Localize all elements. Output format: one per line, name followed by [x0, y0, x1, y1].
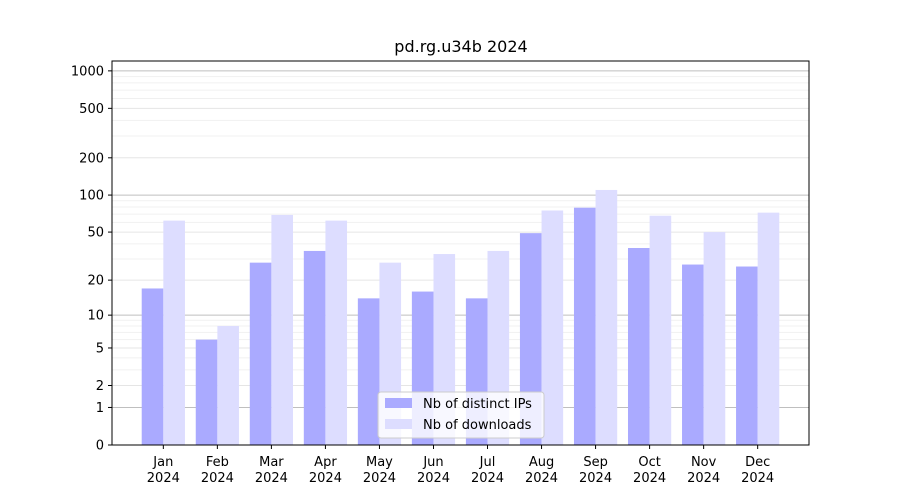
x-tick-label-month: Feb — [206, 455, 229, 470]
y-tick-label: 0 — [96, 439, 104, 454]
chart-title: pd.rg.u34b 2024 — [394, 37, 527, 56]
bar-distinct-ips — [303, 250, 326, 445]
y-tick-label: 1000 — [71, 64, 104, 79]
x-axis: Jan2024Feb2024Mar2024Apr2024May2024Jun20… — [147, 445, 774, 486]
bar-downloads — [217, 326, 239, 445]
y-tick-label: 1 — [96, 401, 104, 416]
bar-downloads — [703, 232, 726, 445]
y-tick-label: 50 — [87, 226, 104, 241]
x-tick-label-month: Dec — [745, 455, 770, 470]
x-tick-label-year: 2024 — [417, 471, 450, 486]
x-tick-label-year: 2024 — [579, 471, 612, 486]
y-tick-label: 100 — [79, 189, 104, 204]
bar-distinct-ips — [573, 207, 596, 445]
x-tick-label-year: 2024 — [741, 471, 774, 486]
x-tick-label-month: Mar — [259, 455, 284, 470]
legend: Nb of distinct IPs Nb of downloads — [377, 391, 545, 439]
bar-downloads — [325, 220, 348, 445]
x-tick-label-month: Oct — [638, 455, 660, 470]
bar-downloads — [163, 220, 185, 445]
bar-distinct-ips — [141, 288, 164, 445]
bar-downloads — [541, 210, 564, 445]
bar-distinct-ips — [249, 262, 272, 445]
bar-downloads — [649, 215, 672, 445]
y-tick-label: 200 — [79, 151, 104, 166]
x-tick-label-year: 2024 — [309, 471, 342, 486]
bar-distinct-ips — [736, 266, 758, 445]
plot-frame — [111, 60, 810, 446]
x-tick-label-year: 2024 — [147, 471, 180, 486]
x-tick-label-month: Jan — [152, 455, 173, 470]
x-tick-label-year: 2024 — [471, 471, 504, 486]
bar-distinct-ips — [682, 264, 704, 445]
y-tick-label: 2 — [96, 379, 104, 394]
bar-downloads — [271, 214, 294, 445]
bar-distinct-ips — [357, 298, 380, 445]
bar-distinct-ips — [195, 339, 218, 445]
legend-swatch-ips — [385, 398, 412, 408]
legend-label-ips: Nb of distinct IPs — [423, 397, 532, 412]
x-tick-label-year: 2024 — [201, 471, 234, 486]
legend-label-downloads: Nb of downloads — [423, 418, 532, 433]
bar-downloads — [757, 212, 780, 445]
x-tick-label-year: 2024 — [363, 471, 396, 486]
x-tick-label-year: 2024 — [633, 471, 666, 486]
y-tick-label: 20 — [87, 274, 104, 289]
x-tick-label-month: Nov — [691, 455, 717, 470]
y-tick-label: 500 — [79, 102, 104, 117]
x-tick-label-month: Sep — [583, 455, 608, 470]
x-tick-label-year: 2024 — [525, 471, 558, 486]
legend-swatch-downloads — [385, 419, 412, 429]
x-tick-label-month: Jun — [422, 455, 443, 470]
bar-distinct-ips — [627, 248, 650, 445]
y-axis: 0 1 2 5 10 20 50 100 200 500 1000 — [71, 64, 112, 454]
x-tick-label-month: Jul — [479, 455, 496, 470]
bar-downloads — [595, 189, 618, 445]
y-tick-label: 10 — [87, 309, 104, 324]
x-tick-label-month: Aug — [529, 455, 554, 470]
x-tick-label-month: Apr — [314, 455, 337, 470]
legend-box — [377, 391, 545, 439]
x-tick-label-month: May — [366, 455, 393, 470]
x-tick-label-year: 2024 — [255, 471, 288, 486]
y-tick-label: 5 — [96, 341, 104, 356]
x-tick-label-year: 2024 — [687, 471, 720, 486]
